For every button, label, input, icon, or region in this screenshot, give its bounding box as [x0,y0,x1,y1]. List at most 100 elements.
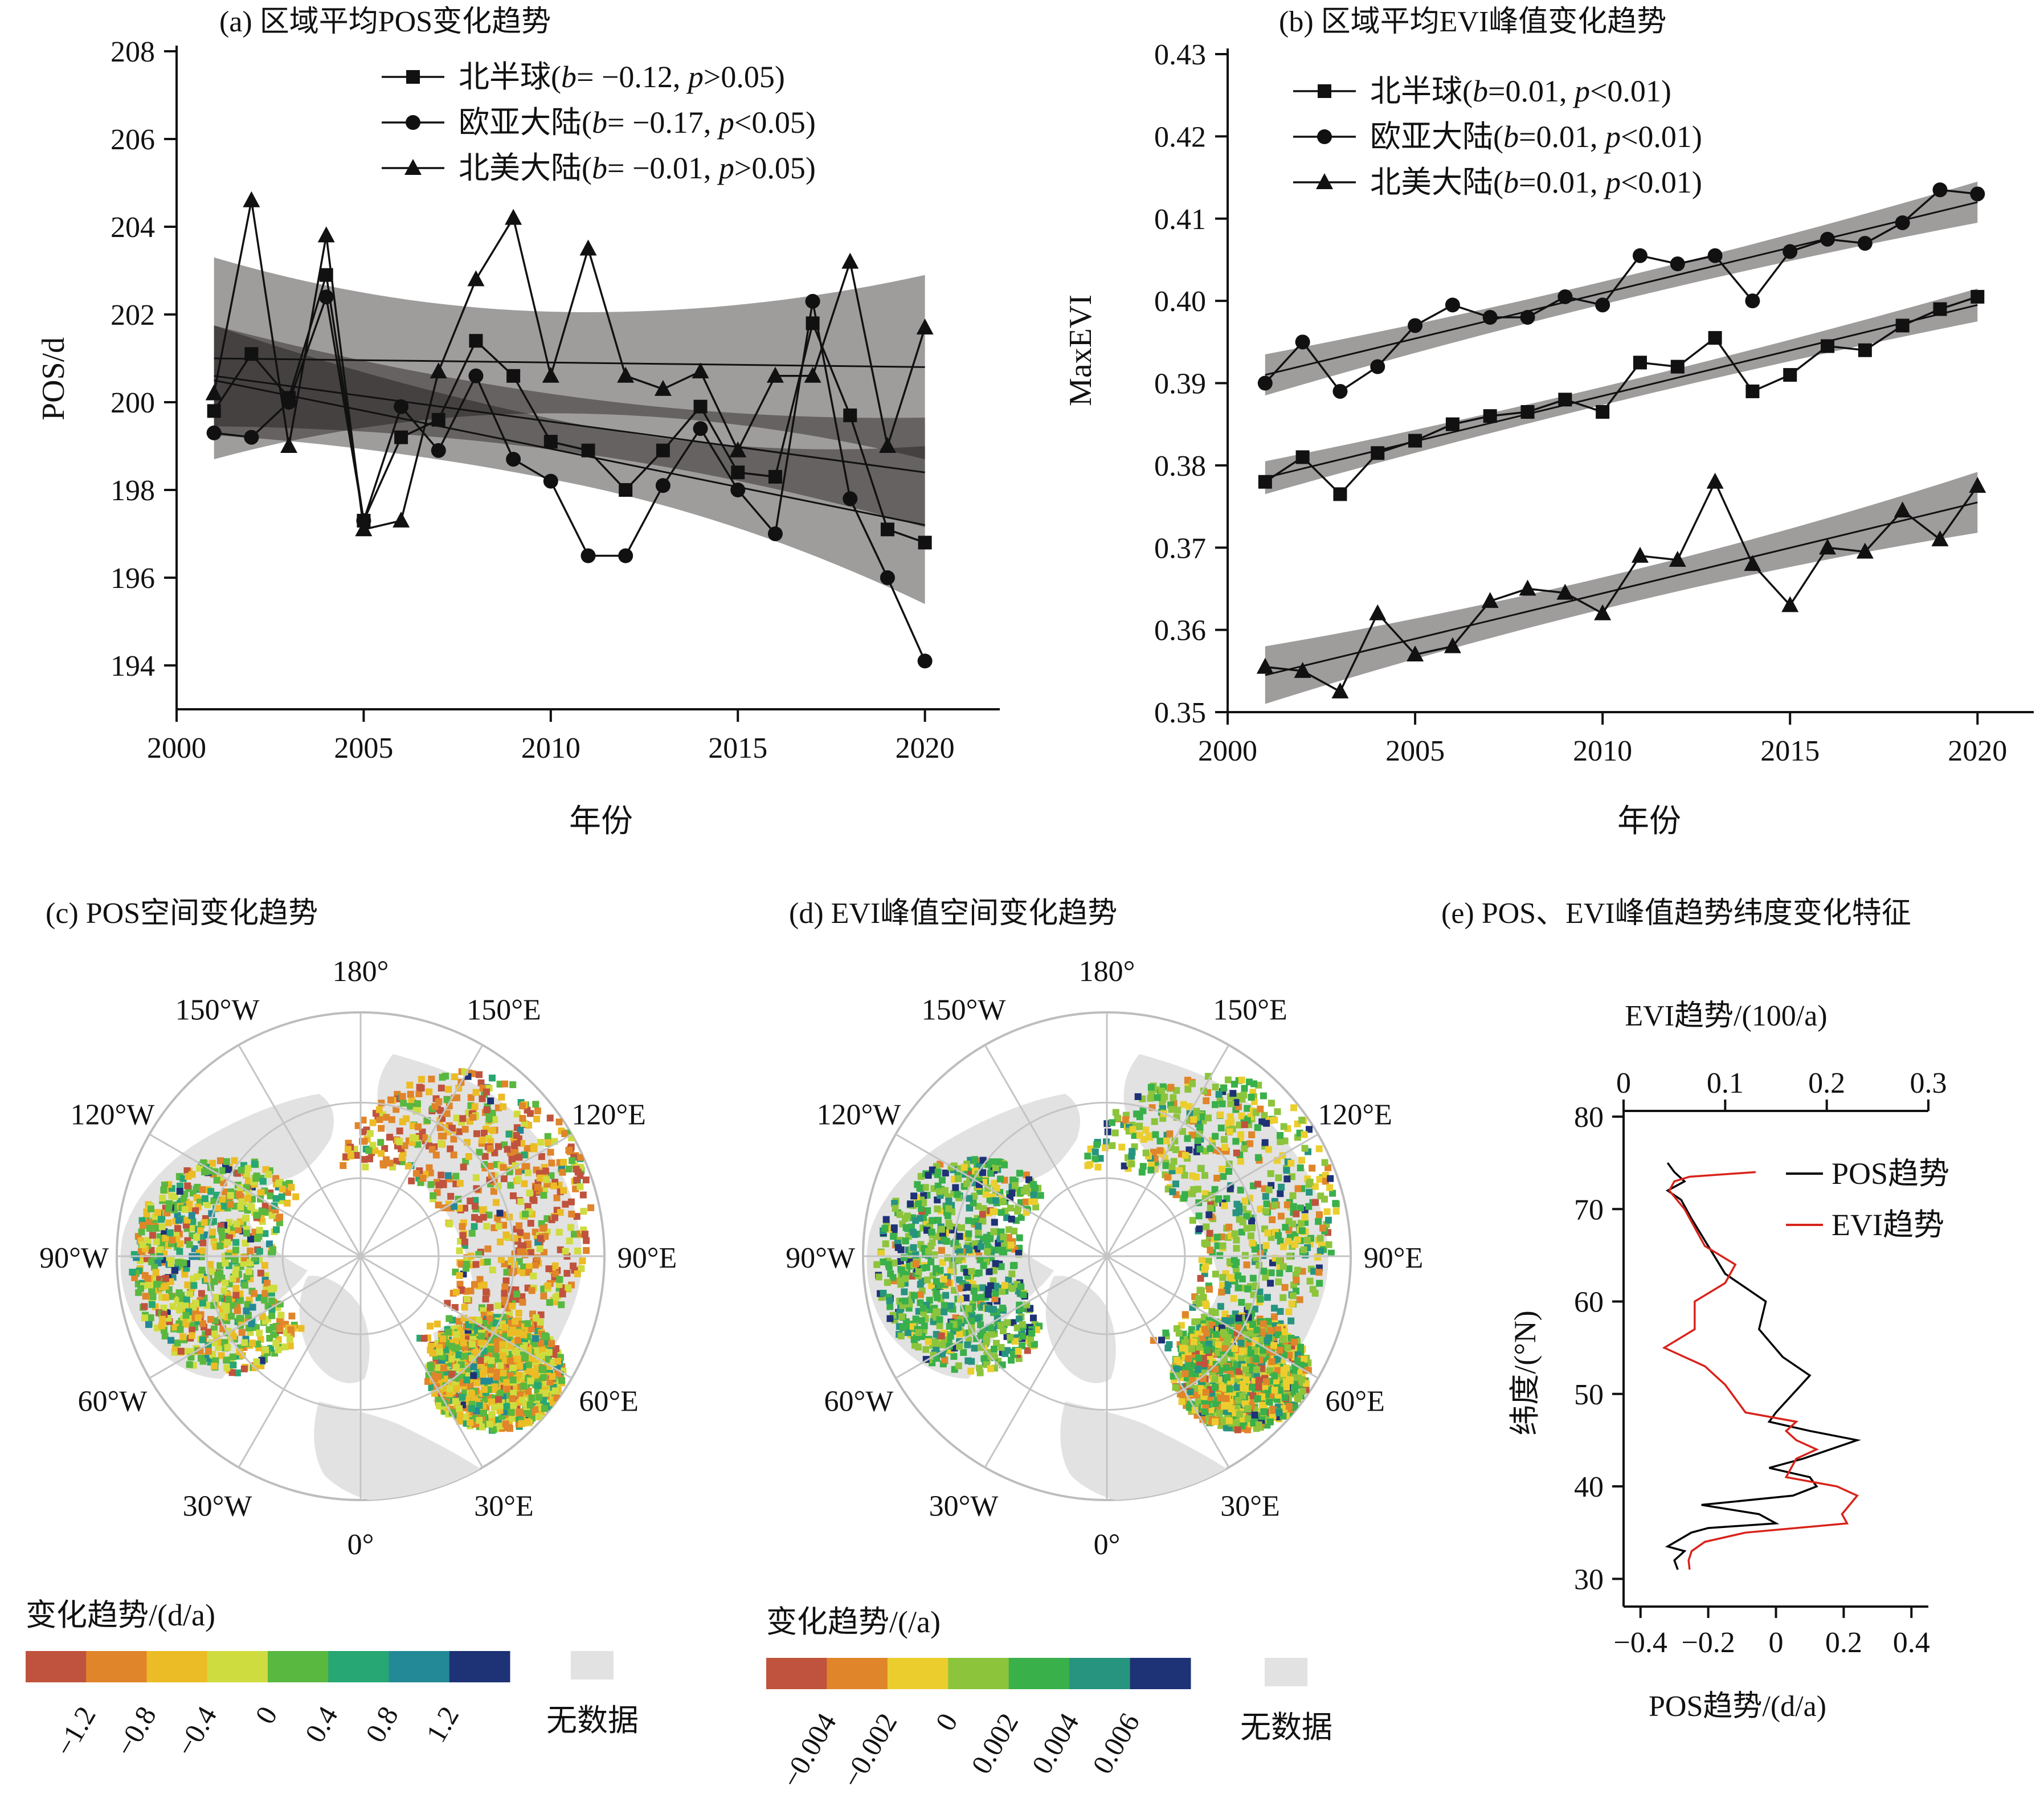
d-trend-pixel [1285,1308,1293,1315]
b-x-tick-label: 2020 [1948,735,2007,767]
d-trend-pixel [1324,1216,1332,1224]
c-trend-pixel [359,1117,367,1124]
c-longitude-label: 90°E [618,1242,677,1274]
c-trend-pixel [195,1314,202,1322]
c-trend-pixel [169,1236,176,1244]
d-trend-pixel [1154,1094,1161,1101]
d-trend-pixel [1007,1334,1014,1341]
d-trend-pixel [1232,1138,1240,1145]
d-trend-pixel [1030,1181,1037,1188]
c-trend-pixel [459,1115,467,1122]
d-trend-pixel [1196,1145,1204,1153]
c-trend-pixel [207,1261,214,1268]
c-trend-pixel [509,1192,517,1199]
d-trend-pixel [1227,1100,1234,1108]
d-trend-pixel [1219,1100,1226,1108]
d-trend-pixel [1037,1192,1044,1199]
c-trend-pixel [480,1409,488,1417]
d-trend-pixel [907,1200,914,1208]
d-trend-pixel [1219,1242,1227,1249]
c-trend-pixel [197,1355,205,1362]
c-trend-pixel [546,1299,553,1306]
d-trend-pixel [922,1346,930,1353]
a-data-point [244,430,259,445]
d-trend-pixel [1250,1080,1257,1088]
d-trend-pixel [1142,1126,1150,1134]
d-trend-pixel [1019,1321,1026,1328]
c-trend-pixel [479,1378,487,1385]
a-data-point [318,289,334,305]
c-trend-pixel [184,1182,191,1190]
c-colorbar-tick-label: −0.8 [109,1701,162,1762]
d-trend-pixel [966,1195,973,1202]
c-trend-pixel [456,1281,464,1288]
a-data-point [281,395,297,410]
c-trend-pixel [524,1203,532,1210]
b-data-point [1631,546,1649,563]
a-trend-line-1 [214,375,925,473]
d-trend-pixel [1205,1211,1213,1219]
c-trend-pixel [473,1379,481,1387]
c-trend-pixel [145,1321,152,1328]
c-trend-pixel [477,1357,484,1364]
c-trend-pixel [472,1174,480,1182]
a-trend-line-3 [214,357,925,368]
panel-b-y-axis-label: MaxEVI [1063,295,1098,406]
c-trend-pixel [272,1339,280,1347]
d-trend-pixel [964,1341,971,1348]
c-trend-pixel [517,1198,525,1206]
b-data-point [1669,550,1686,567]
c-colorbar-swatch [26,1651,87,1682]
d-trend-pixel [1306,1179,1314,1186]
c-trend-pixel [471,1103,479,1110]
a-data-point [355,520,373,537]
c-trend-pixel [365,1147,373,1154]
c-trend-pixel [420,1134,428,1141]
c-trend-pixel [460,1163,467,1171]
c-trend-pixel [278,1193,285,1200]
c-trend-pixel [268,1212,276,1219]
d-trend-pixel [1294,1266,1301,1274]
b-data-point [1783,244,1798,259]
c-trend-pixel [220,1203,227,1210]
c-trend-pixel [242,1239,249,1247]
c-trend-pixel [233,1220,240,1228]
c-trend-pixel [498,1093,505,1101]
d-trend-pixel [1219,1384,1226,1391]
d-trend-pixel [1189,1190,1196,1198]
c-trend-pixel [446,1220,453,1228]
c-longitude-label: 120°W [70,1099,154,1131]
b-legend-marker [1317,129,1332,144]
c-trend-pixel [366,1130,374,1137]
c-trend-pixel [574,1270,581,1277]
d-trend-pixel [892,1205,899,1212]
d-trend-pixel [1316,1280,1323,1287]
d-trend-pixel [1276,1409,1283,1416]
d-trend-pixel [1233,1236,1240,1244]
c-trend-pixel [401,1142,408,1149]
c-trend-pixel [488,1411,496,1418]
b-data-point [1820,231,1835,247]
a-data-point [506,452,521,467]
c-trend-pixel [540,1192,547,1199]
d-trend-pixel [1212,1418,1219,1425]
b-data-point [1895,318,1910,333]
b-data-point [1445,297,1460,313]
c-trend-pixel [453,1094,461,1101]
d-trend-pixel [945,1198,952,1205]
c-trend-pixel [468,1390,476,1397]
c-trend-pixel [561,1130,569,1138]
d-trend-pixel [1219,1274,1227,1281]
d-trend-pixel [1267,1280,1274,1287]
c-trend-pixel [539,1366,547,1374]
c-trend-pixel [353,1151,361,1159]
c-trend-pixel [524,1418,531,1425]
c-trend-pixel [253,1212,260,1219]
c-trend-pixel [275,1179,283,1187]
d-trend-pixel [1289,1292,1297,1300]
d-colorbar-swatch [1069,1658,1131,1689]
panel-b-plot-area [1256,181,1986,704]
c-trend-pixel [489,1266,496,1274]
d-trend-pixel [1212,1084,1219,1091]
c-trend-pixel [153,1224,161,1232]
